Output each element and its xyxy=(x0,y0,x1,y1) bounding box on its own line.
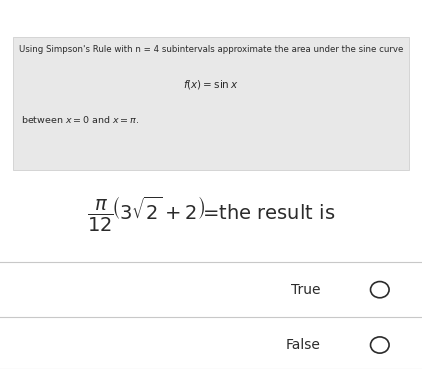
FancyBboxPatch shape xyxy=(13,37,409,170)
Text: $f(x) = \sin x$: $f(x) = \sin x$ xyxy=(183,78,239,92)
Text: Using Simpson's Rule with n = 4 subintervals approximate the area under the sine: Using Simpson's Rule with n = 4 subinter… xyxy=(19,45,403,54)
Text: $\dfrac{\pi}{12}\!\left(3\sqrt{2}+2\right)\!$=the result is: $\dfrac{\pi}{12}\!\left(3\sqrt{2}+2\righ… xyxy=(87,194,335,234)
Text: True: True xyxy=(291,283,321,297)
Text: False: False xyxy=(286,338,321,352)
Text: between $x = 0$ and $x = \pi$.: between $x = 0$ and $x = \pi$. xyxy=(21,114,139,125)
